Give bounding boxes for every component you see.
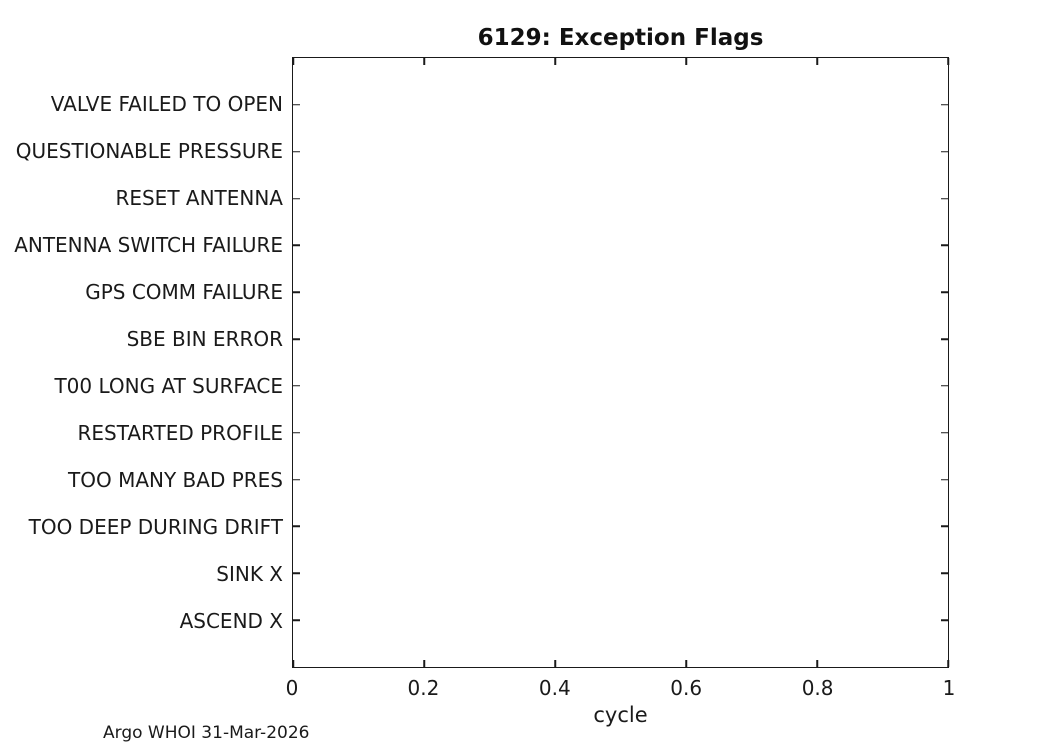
y-tick-right: [941, 150, 948, 153]
y-tick-left: [293, 572, 300, 575]
y-tick-right: [941, 619, 948, 621]
y-tick-label: TOO DEEP DURING DRIFT: [28, 515, 283, 539]
y-tick-label: RESET ANTENNA: [115, 186, 283, 210]
footer-credit: Argo WHOI 31-Mar-2026: [103, 723, 310, 743]
y-tick-left: [293, 150, 300, 153]
y-tick-right: [941, 432, 948, 434]
y-tick-left: [293, 525, 300, 528]
x-tick-bottom: [947, 660, 949, 667]
x-tick-bottom: [685, 660, 687, 667]
y-tick-label: T00 LONG AT SURFACE: [54, 374, 283, 398]
x-axis-labels: 0 0.2 0.4 0.6 0.8 1: [286, 676, 956, 702]
y-tick-left: [293, 385, 300, 387]
y-axis-labels: VALVE FAILED TO OPEN QUESTIONABLE PRESSUR…: [0, 57, 283, 668]
y-tick-label: ASCEND X: [179, 609, 283, 633]
y-tick-label: ANTENNA SWITCH FAILURE: [14, 233, 283, 257]
y-tick-right: [941, 197, 948, 200]
x-tick-top: [423, 58, 425, 65]
y-tick-left: [293, 197, 300, 200]
y-tick-label: GPS COMM FAILURE: [85, 280, 283, 304]
y-tick-left: [293, 478, 300, 481]
x-axis-title: cycle: [593, 703, 648, 727]
x-tick-top: [947, 58, 949, 65]
x-tick-bottom: [423, 660, 425, 667]
plot-area: [292, 57, 949, 668]
y-tick-right: [941, 291, 948, 293]
x-tick-label: 0: [285, 676, 299, 700]
x-tick-label: 1: [942, 676, 956, 700]
y-tick-left: [293, 291, 300, 293]
x-tick-top: [292, 58, 294, 65]
x-tick-label: 0.4: [538, 676, 571, 700]
x-tick-top: [554, 58, 556, 65]
x-tick-bottom: [292, 660, 294, 667]
y-tick-label: SINK X: [216, 562, 283, 586]
y-tick-right: [941, 525, 948, 528]
y-tick-label: QUESTIONABLE PRESSURE: [15, 139, 283, 163]
x-tick-label: 0.2: [407, 676, 440, 700]
y-tick-right: [941, 244, 948, 247]
x-tick-label: 0.6: [670, 676, 703, 700]
y-tick-left: [293, 619, 300, 621]
y-tick-label: TOO MANY BAD PRES: [68, 468, 283, 492]
y-tick-label: VALVE FAILED TO OPEN: [50, 92, 283, 116]
y-tick-right: [941, 338, 948, 340]
x-tick-top: [685, 58, 687, 65]
x-tick-bottom: [816, 660, 818, 667]
chart-title: 6129: Exception Flags: [477, 25, 764, 51]
x-tick-top: [816, 58, 818, 65]
y-tick-left: [293, 338, 300, 340]
y-tick-right: [941, 104, 948, 106]
y-tick-label: RESTARTED PROFILE: [77, 421, 283, 445]
x-tick-bottom: [554, 660, 556, 667]
y-tick-right: [941, 385, 948, 387]
y-tick-label: SBE BIN ERROR: [126, 327, 283, 351]
y-tick-left: [293, 432, 300, 434]
y-tick-right: [941, 478, 948, 481]
y-tick-left: [293, 244, 300, 247]
y-tick-left: [293, 104, 300, 106]
y-tick-right: [941, 572, 948, 575]
x-tick-label: 0.8: [801, 676, 834, 700]
